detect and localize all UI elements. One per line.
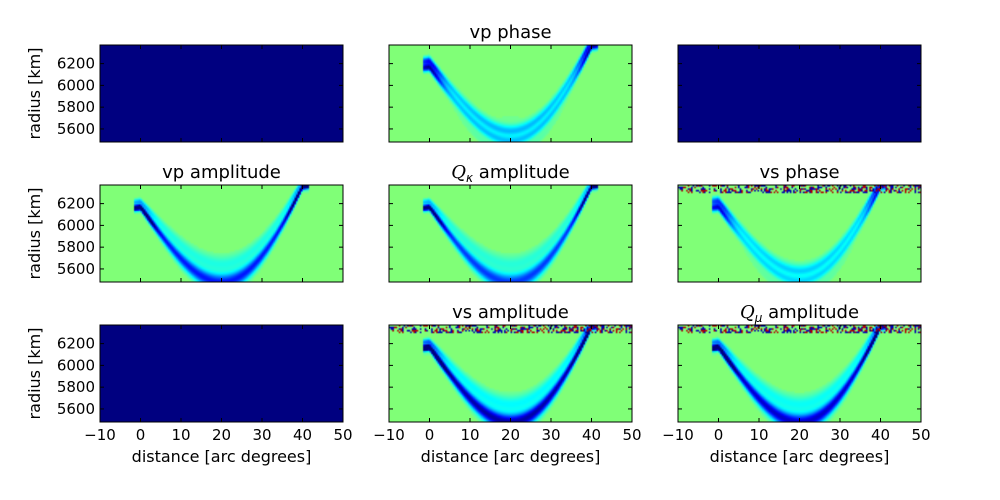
x-tick-label: 40 xyxy=(293,426,312,444)
x-tick-label: 10 xyxy=(460,426,479,444)
x-tick-label: 0 xyxy=(425,426,435,444)
x-tick-label: −10 xyxy=(662,426,694,444)
y-tick-label: 5800 xyxy=(57,98,95,116)
y-tick-label: 6000 xyxy=(57,76,95,94)
y-axis-label: radius [km] xyxy=(25,48,44,140)
heatmap-p21 xyxy=(100,185,343,282)
x-axis-label: distance [arc degrees] xyxy=(710,447,890,466)
x-tick-label: 10 xyxy=(171,426,190,444)
heatmap-p22 xyxy=(389,185,632,282)
y-tick-label: 6000 xyxy=(57,356,95,374)
y-axis-label: radius [km] xyxy=(25,328,44,420)
y-tick-label: 5600 xyxy=(57,400,95,418)
x-tick-label: 50 xyxy=(333,426,352,444)
panel-title: Qμ amplitude xyxy=(740,302,859,325)
y-tick-label: 6200 xyxy=(57,335,95,353)
x-tick-label: 40 xyxy=(582,426,601,444)
panel-p31: −10 0 10 20 30 40 50 5600 5800 6000 6200 distance [… xyxy=(25,324,353,466)
x-tick-label: 20 xyxy=(212,426,231,444)
x-axis-label: distance [arc degrees] xyxy=(421,447,601,466)
y-tick-label: 6000 xyxy=(57,216,95,234)
panel-title: vs amplitude xyxy=(452,302,569,323)
y-tick-label: 5600 xyxy=(57,260,95,278)
panel-title: vp amplitude xyxy=(162,162,281,183)
heatmap-p23 xyxy=(678,185,921,282)
x-tick-label: 30 xyxy=(541,426,560,444)
x-tick-label: 50 xyxy=(622,426,641,444)
panel-title: vs phase xyxy=(759,162,839,183)
panel-p12: vp phase xyxy=(388,22,633,143)
panel-p22: Qκ amplitude xyxy=(388,162,633,283)
heatmap-p31 xyxy=(100,325,343,422)
y-tick-label: 5600 xyxy=(57,120,95,138)
heatmap-p13 xyxy=(678,45,921,142)
x-tick-label: 50 xyxy=(911,426,930,444)
panel-p23: vs phase xyxy=(677,162,922,283)
panel-p21: 5600 5800 6000 6200 vp amplitude radius [km] xyxy=(25,162,344,283)
panel-p13 xyxy=(677,44,922,143)
panel-p33: −10 0 10 20 30 40 50 Qμ amplitude distance [arc … xyxy=(662,302,930,466)
x-tick-label: 0 xyxy=(714,426,724,444)
x-tick-label: 30 xyxy=(830,426,849,444)
panel-p11: 5600 5800 6000 6200 radius [km] xyxy=(25,44,344,143)
x-axis-label: distance [arc degrees] xyxy=(132,447,312,466)
x-tick-label: −10 xyxy=(373,426,405,444)
y-tick-label: 5800 xyxy=(57,378,95,396)
x-tick-label: 30 xyxy=(252,426,271,444)
x-tick-label: −10 xyxy=(84,426,116,444)
x-tick-label: 40 xyxy=(871,426,890,444)
panel-title: Qκ amplitude xyxy=(451,162,570,185)
x-tick-label: 20 xyxy=(790,426,809,444)
y-axis-label: radius [km] xyxy=(25,188,44,280)
y-tick-label: 6200 xyxy=(57,195,95,213)
heatmap-p32 xyxy=(389,325,632,422)
heatmap-p33 xyxy=(678,325,921,422)
y-tick-label: 6200 xyxy=(57,55,95,73)
panel-title: vp phase xyxy=(469,22,551,43)
heatmap-p12 xyxy=(389,45,632,142)
x-tick-label: 20 xyxy=(501,426,520,444)
panel-p32: −10 0 10 20 30 40 50 vs amplitude distance [arc … xyxy=(373,302,641,466)
y-tick-label: 5800 xyxy=(57,238,95,256)
x-tick-label: 10 xyxy=(749,426,768,444)
heatmap-p11 xyxy=(100,45,343,142)
x-tick-label: 0 xyxy=(136,426,146,444)
